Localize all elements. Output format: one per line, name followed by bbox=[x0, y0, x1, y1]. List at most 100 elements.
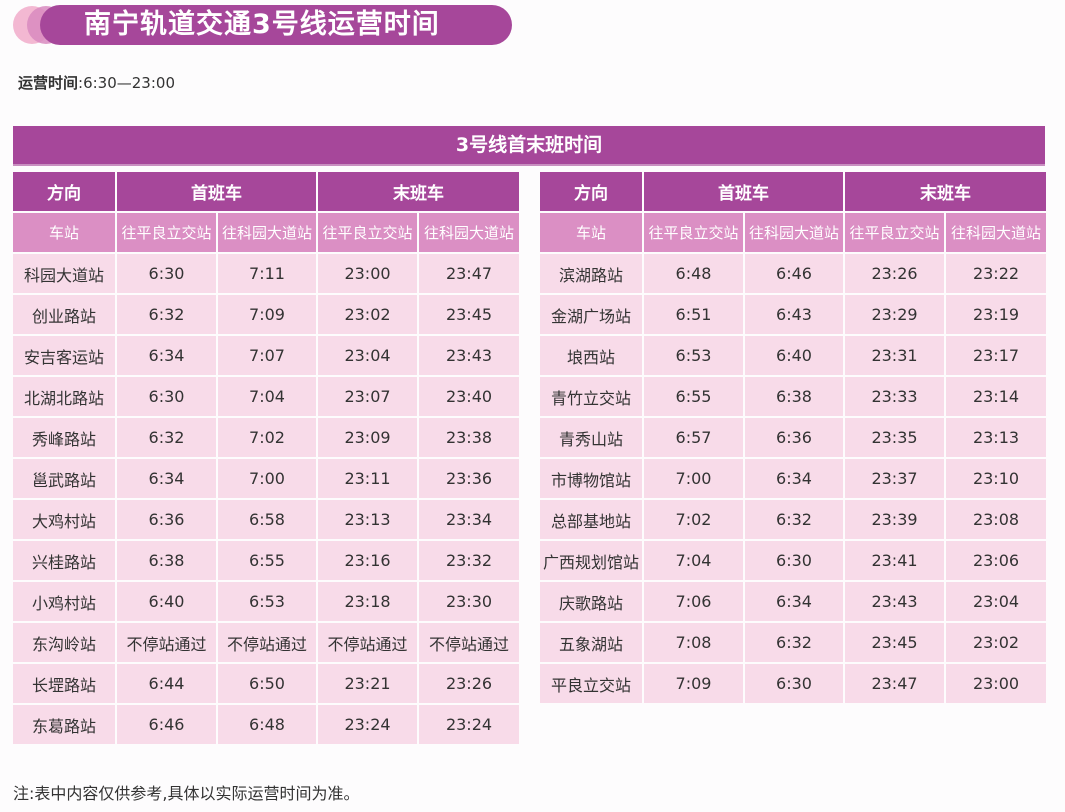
last-train-to-pingliang-cell: 23:21 bbox=[318, 664, 419, 705]
last-train-to-keyuan-cell: 23:40 bbox=[419, 377, 521, 418]
table-row: 科园大道站 6:30 7:11 23:00 23:47 bbox=[13, 254, 521, 295]
first-train-to-pingliang-cell: 6:34 bbox=[117, 336, 218, 377]
station-cell: 科园大道站 bbox=[13, 254, 117, 295]
station-cell: 五象湖站 bbox=[540, 623, 644, 664]
last-train-to-keyuan-cell: 23:13 bbox=[946, 418, 1048, 459]
operating-hours-separator: : bbox=[78, 74, 84, 92]
last-train-to-keyuan-cell: 23:34 bbox=[419, 500, 521, 541]
station-cell: 北湖北路站 bbox=[13, 377, 117, 418]
station-cell: 东沟岭站 bbox=[13, 623, 117, 664]
timetable-left: 方向 首班车 末班车 车站 往平良立交站 往科园大道站 往平良立交站 往科园大道… bbox=[13, 172, 521, 746]
station-cell: 安吉客运站 bbox=[13, 336, 117, 377]
station-cell: 小鸡村站 bbox=[13, 582, 117, 623]
header-first-train: 首班车 bbox=[117, 172, 318, 213]
first-train-to-pingliang-cell: 6:48 bbox=[644, 254, 745, 295]
table-row: 兴桂路站 6:38 6:55 23:16 23:32 bbox=[13, 541, 521, 582]
last-train-to-pingliang-cell: 23:13 bbox=[318, 500, 419, 541]
first-train-to-pingliang-cell: 7:00 bbox=[644, 459, 745, 500]
last-train-to-pingliang-cell: 23:45 bbox=[845, 623, 946, 664]
last-train-to-pingliang-cell: 23:04 bbox=[318, 336, 419, 377]
table-row: 安吉客运站 6:34 7:07 23:04 23:43 bbox=[13, 336, 521, 377]
first-train-to-keyuan-cell: 6:30 bbox=[745, 541, 845, 582]
header-station: 车站 bbox=[13, 213, 117, 254]
last-train-to-keyuan-cell: 23:26 bbox=[419, 664, 521, 705]
first-train-to-keyuan-cell: 7:07 bbox=[218, 336, 318, 377]
last-train-to-keyuan-cell: 不停站通过 bbox=[419, 623, 521, 664]
last-train-to-keyuan-cell: 23:22 bbox=[946, 254, 1048, 295]
last-train-to-pingliang-cell: 23:07 bbox=[318, 377, 419, 418]
table-row: 长堽路站 6:44 6:50 23:21 23:26 bbox=[13, 664, 521, 705]
timetable-left-body: 科园大道站 6:30 7:11 23:00 23:47 创业路站 6:32 7:09 23:02… bbox=[13, 254, 521, 746]
station-cell: 青秀山站 bbox=[540, 418, 644, 459]
station-cell: 金湖广场站 bbox=[540, 295, 644, 336]
last-train-to-keyuan-cell: 23:14 bbox=[946, 377, 1048, 418]
last-train-to-keyuan-cell: 23:02 bbox=[946, 623, 1048, 664]
station-cell: 大鸡村站 bbox=[13, 500, 117, 541]
last-train-to-pingliang-cell: 不停站通过 bbox=[318, 623, 419, 664]
table-row: 滨湖路站 6:48 6:46 23:26 23:22 bbox=[540, 254, 1048, 295]
header-to-keyuan: 往科园大道站 bbox=[946, 213, 1048, 254]
station-cell: 长堽路站 bbox=[13, 664, 117, 705]
last-train-to-pingliang-cell: 23:16 bbox=[318, 541, 419, 582]
table-row: 青竹立交站 6:55 6:38 23:33 23:14 bbox=[540, 377, 1048, 418]
station-cell: 青竹立交站 bbox=[540, 377, 644, 418]
first-train-to-keyuan-cell: 6:58 bbox=[218, 500, 318, 541]
station-cell: 市博物馆站 bbox=[540, 459, 644, 500]
table-row: 庆歌路站 7:06 6:34 23:43 23:04 bbox=[540, 582, 1048, 623]
first-train-to-keyuan-cell: 6:38 bbox=[745, 377, 845, 418]
last-train-to-pingliang-cell: 23:35 bbox=[845, 418, 946, 459]
last-train-to-keyuan-cell: 23:04 bbox=[946, 582, 1048, 623]
last-train-to-keyuan-cell: 23:32 bbox=[419, 541, 521, 582]
station-cell: 东葛路站 bbox=[13, 705, 117, 746]
first-train-to-keyuan-cell: 6:55 bbox=[218, 541, 318, 582]
first-train-to-keyuan-cell: 6:34 bbox=[745, 459, 845, 500]
operating-hours: 运营时间:6:30—23:00 bbox=[18, 72, 175, 93]
first-train-to-keyuan-cell: 7:04 bbox=[218, 377, 318, 418]
station-cell: 平良立交站 bbox=[540, 664, 644, 705]
table-row: 大鸡村站 6:36 6:58 23:13 23:34 bbox=[13, 500, 521, 541]
header-direction: 方向 bbox=[540, 172, 644, 213]
header-to-keyuan: 往科园大道站 bbox=[745, 213, 845, 254]
table-row: 青秀山站 6:57 6:36 23:35 23:13 bbox=[540, 418, 1048, 459]
first-train-to-pingliang-cell: 7:04 bbox=[644, 541, 745, 582]
station-cell: 兴桂路站 bbox=[13, 541, 117, 582]
header-to-pingliang: 往平良立交站 bbox=[117, 213, 218, 254]
last-train-to-pingliang-cell: 23:24 bbox=[318, 705, 419, 746]
table-row: 创业路站 6:32 7:09 23:02 23:45 bbox=[13, 295, 521, 336]
table-row: 东葛路站 6:46 6:48 23:24 23:24 bbox=[13, 705, 521, 746]
table-row: 埌西站 6:53 6:40 23:31 23:17 bbox=[540, 336, 1048, 377]
last-train-to-pingliang-cell: 23:43 bbox=[845, 582, 946, 623]
table-row: 广西规划馆站 7:04 6:30 23:41 23:06 bbox=[540, 541, 1048, 582]
table-row: 平良立交站 7:09 6:30 23:47 23:00 bbox=[540, 664, 1048, 705]
first-train-to-pingliang-cell: 6:38 bbox=[117, 541, 218, 582]
table-row: 市博物馆站 7:00 6:34 23:37 23:10 bbox=[540, 459, 1048, 500]
first-train-to-pingliang-cell: 6:30 bbox=[117, 377, 218, 418]
first-train-to-pingliang-cell: 6:44 bbox=[117, 664, 218, 705]
last-train-to-pingliang-cell: 23:39 bbox=[845, 500, 946, 541]
operating-hours-value: 6:30—23:00 bbox=[83, 74, 175, 92]
header-to-pingliang: 往平良立交站 bbox=[318, 213, 419, 254]
table-row: 总部基地站 7:02 6:32 23:39 23:08 bbox=[540, 500, 1048, 541]
first-train-to-keyuan-cell: 6:32 bbox=[745, 500, 845, 541]
last-train-to-pingliang-cell: 23:02 bbox=[318, 295, 419, 336]
last-train-to-keyuan-cell: 23:38 bbox=[419, 418, 521, 459]
last-train-to-pingliang-cell: 23:18 bbox=[318, 582, 419, 623]
header-last-train: 末班车 bbox=[318, 172, 521, 213]
header-to-keyuan: 往科园大道站 bbox=[218, 213, 318, 254]
first-train-to-keyuan-cell: 6:50 bbox=[218, 664, 318, 705]
header-to-pingliang: 往平良立交站 bbox=[644, 213, 745, 254]
last-train-to-pingliang-cell: 23:26 bbox=[845, 254, 946, 295]
header-direction: 方向 bbox=[13, 172, 117, 213]
first-train-to-keyuan-cell: 7:00 bbox=[218, 459, 318, 500]
last-train-to-pingliang-cell: 23:47 bbox=[845, 664, 946, 705]
last-train-to-keyuan-cell: 23:00 bbox=[946, 664, 1048, 705]
first-train-to-keyuan-cell: 6:34 bbox=[745, 582, 845, 623]
last-train-to-keyuan-cell: 23:24 bbox=[419, 705, 521, 746]
last-train-to-pingliang-cell: 23:33 bbox=[845, 377, 946, 418]
first-train-to-pingliang-cell: 6:57 bbox=[644, 418, 745, 459]
first-train-to-keyuan-cell: 7:11 bbox=[218, 254, 318, 295]
last-train-to-pingliang-cell: 23:37 bbox=[845, 459, 946, 500]
first-train-to-pingliang-cell: 6:40 bbox=[117, 582, 218, 623]
first-train-to-keyuan-cell: 6:32 bbox=[745, 623, 845, 664]
operating-hours-label: 运营时间 bbox=[18, 74, 79, 92]
